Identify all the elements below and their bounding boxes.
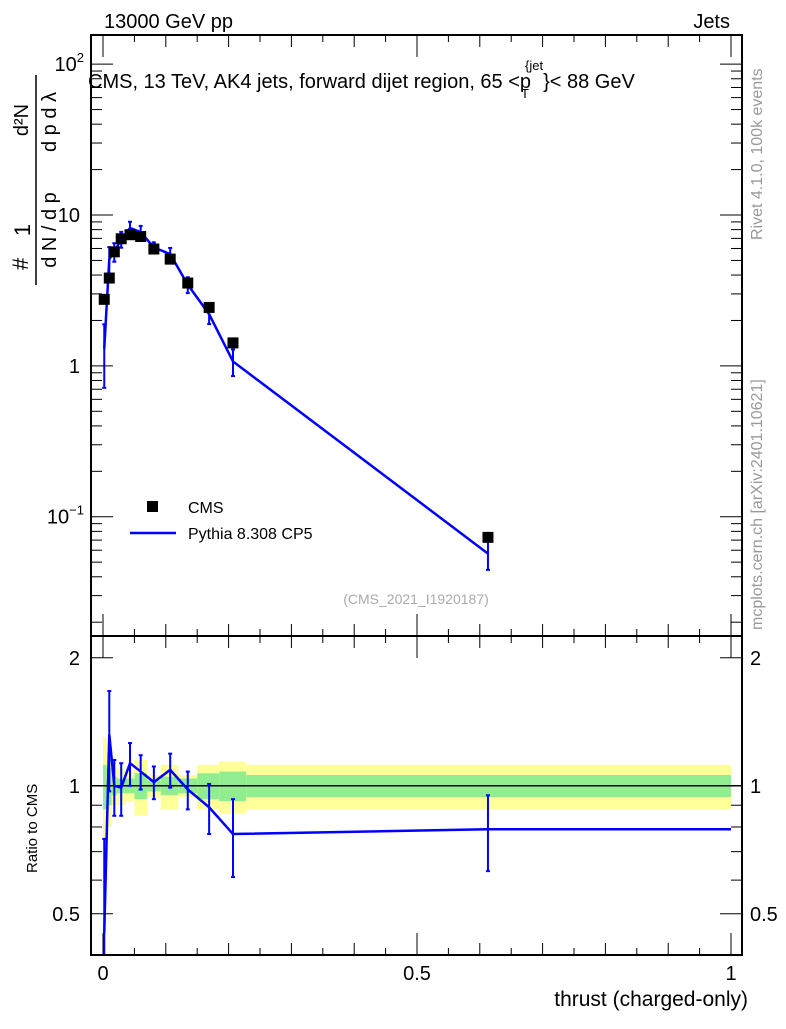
cms-point: [182, 277, 194, 289]
cms-point: [124, 229, 136, 241]
x-axis-label: thrust (charged-only): [554, 988, 748, 1011]
ratio-y-tick-label-left: 0.5: [52, 904, 80, 926]
legend-marker-cms: [147, 501, 158, 512]
ratio-y-label: Ratio to CMS: [24, 784, 41, 873]
svg-text:#: #: [8, 257, 33, 270]
y-tick-label: 10: [58, 205, 80, 227]
legend: CMS Pythia 8.308 CP5: [130, 500, 313, 543]
ratio-y-tick-label-right: 1: [750, 776, 761, 798]
cms-point: [98, 293, 110, 305]
side-text-mcplots: mcplots.cern.ch [arXiv:2401.10621]: [749, 379, 766, 630]
axes: 0 0.5 1 102 10 1 10−1 2 2 1 1 0.5 0.5: [47, 34, 778, 985]
chart-marks: [98, 220, 731, 956]
side-text-rivet: Rivet 4.1.0, 100k events: [749, 68, 766, 240]
header-left: 13000 GeV pp: [104, 11, 233, 33]
cms-point: [115, 233, 127, 245]
ratio-y-tick-label-right: 0.5: [750, 904, 778, 926]
y-tick-label: 1: [69, 356, 80, 378]
ratio-line: [103, 734, 731, 934]
plot-title: CMS, 13 TeV, AK4 jets, forward dijet reg…: [88, 58, 635, 101]
x-tick-label: 0: [97, 963, 108, 985]
cms-point: [148, 243, 160, 255]
cms-point: [135, 231, 147, 243]
cms-point: [164, 253, 176, 265]
cms-point: [227, 337, 239, 349]
x-tick-label: 1: [725, 963, 736, 985]
y-tick-label: 10−1: [47, 503, 84, 529]
cms-point: [482, 531, 494, 543]
title-main: CMS, 13 TeV, AK4 jets, forward dijet reg…: [88, 71, 531, 93]
pythia-line: [103, 226, 489, 555]
title-sup: {jet: [525, 58, 543, 73]
cms-point: [203, 301, 215, 313]
ratio-y-tick-label-right: 2: [750, 648, 761, 670]
svg-text:d N / d p: d N / d p: [39, 192, 61, 268]
svg-text:d²N: d²N: [11, 104, 33, 136]
title-end: }< 88 GeV: [543, 71, 635, 93]
ratio-y-tick-label-left: 1: [69, 776, 80, 798]
legend-label-cms: CMS: [188, 500, 224, 517]
ratio-y-tick-label-left: 2: [69, 648, 80, 670]
title-sub: T: [521, 86, 529, 101]
svg-text:d p d λ: d p d λ: [39, 92, 61, 152]
main-frame: [90, 34, 743, 637]
green-band: [103, 764, 107, 810]
header-right: Jets: [693, 11, 730, 33]
svg-text:CMS, 13 TeV, AK4 jets, forward: CMS, 13 TeV, AK4 jets, forward dijet reg…: [88, 58, 635, 101]
cms-point: [103, 272, 115, 284]
y-tick-label: 102: [55, 50, 84, 76]
svg-text:1: 1: [10, 224, 35, 236]
y-axis-label: # 1 d N / d p d²N d p d λ: [8, 75, 61, 285]
cms-point: [108, 246, 120, 258]
x-tick-label: 0.5: [403, 963, 431, 985]
legend-label-pythia: Pythia 8.308 CP5: [188, 526, 313, 543]
analysis-id: (CMS_2021_I1920187): [343, 591, 489, 607]
